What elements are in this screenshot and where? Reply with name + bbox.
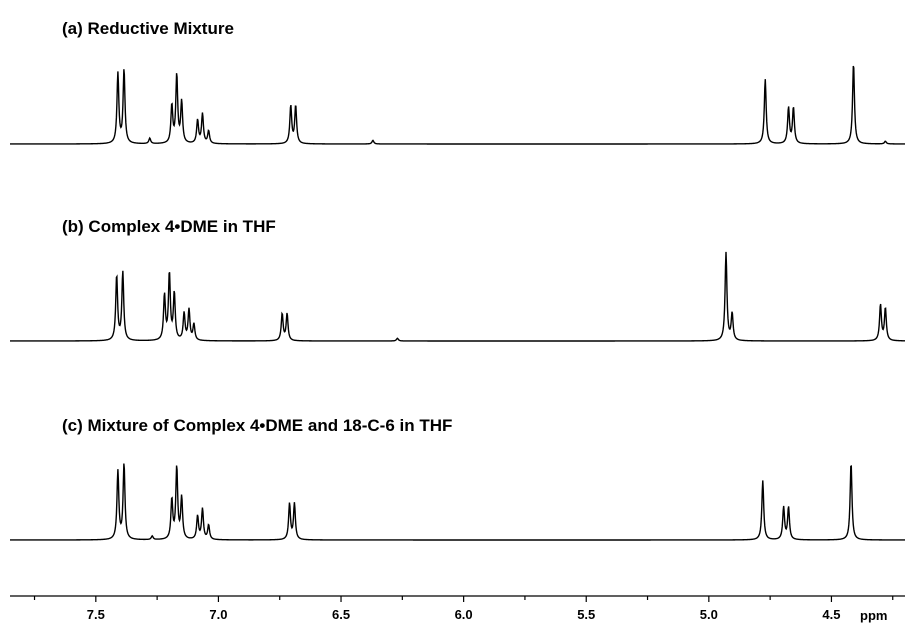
x-tick-label: 7.0 <box>209 607 227 622</box>
panel-c-title: (c) Mixture of Complex 4•DME and 18-C-6 … <box>62 416 452 435</box>
x-tick-label: 6.0 <box>455 607 473 622</box>
x-tick-label: 4.5 <box>822 607 840 622</box>
spectrum-c-trace <box>9 463 905 541</box>
x-tick-label: 5.0 <box>700 607 718 622</box>
x-axis: 7.5 7.0 6.5 6.0 5.5 5.0 4.5 ppm <box>10 595 905 623</box>
spectrum-b-trace <box>10 251 906 342</box>
spectrum-panel-b: (b) Complex 4•DME in THF <box>10 217 906 342</box>
spectrum-panel-a: (a) Reductive Mixture <box>9 19 905 145</box>
spectrum-a-trace <box>9 65 905 145</box>
panel-b-title: (b) Complex 4•DME in THF <box>62 217 276 236</box>
spectrum-panel-c: (c) Mixture of Complex 4•DME and 18-C-6 … <box>9 416 905 541</box>
x-axis-unit-label: ppm <box>860 608 887 623</box>
x-tick-label: 7.5 <box>87 607 105 622</box>
x-axis-ticks: 7.5 7.0 6.5 6.0 5.5 5.0 4.5 <box>33 596 894 622</box>
panel-a-title: (a) Reductive Mixture <box>62 19 234 38</box>
x-tick-label: 5.5 <box>577 607 595 622</box>
x-tick-label: 6.5 <box>332 607 350 622</box>
